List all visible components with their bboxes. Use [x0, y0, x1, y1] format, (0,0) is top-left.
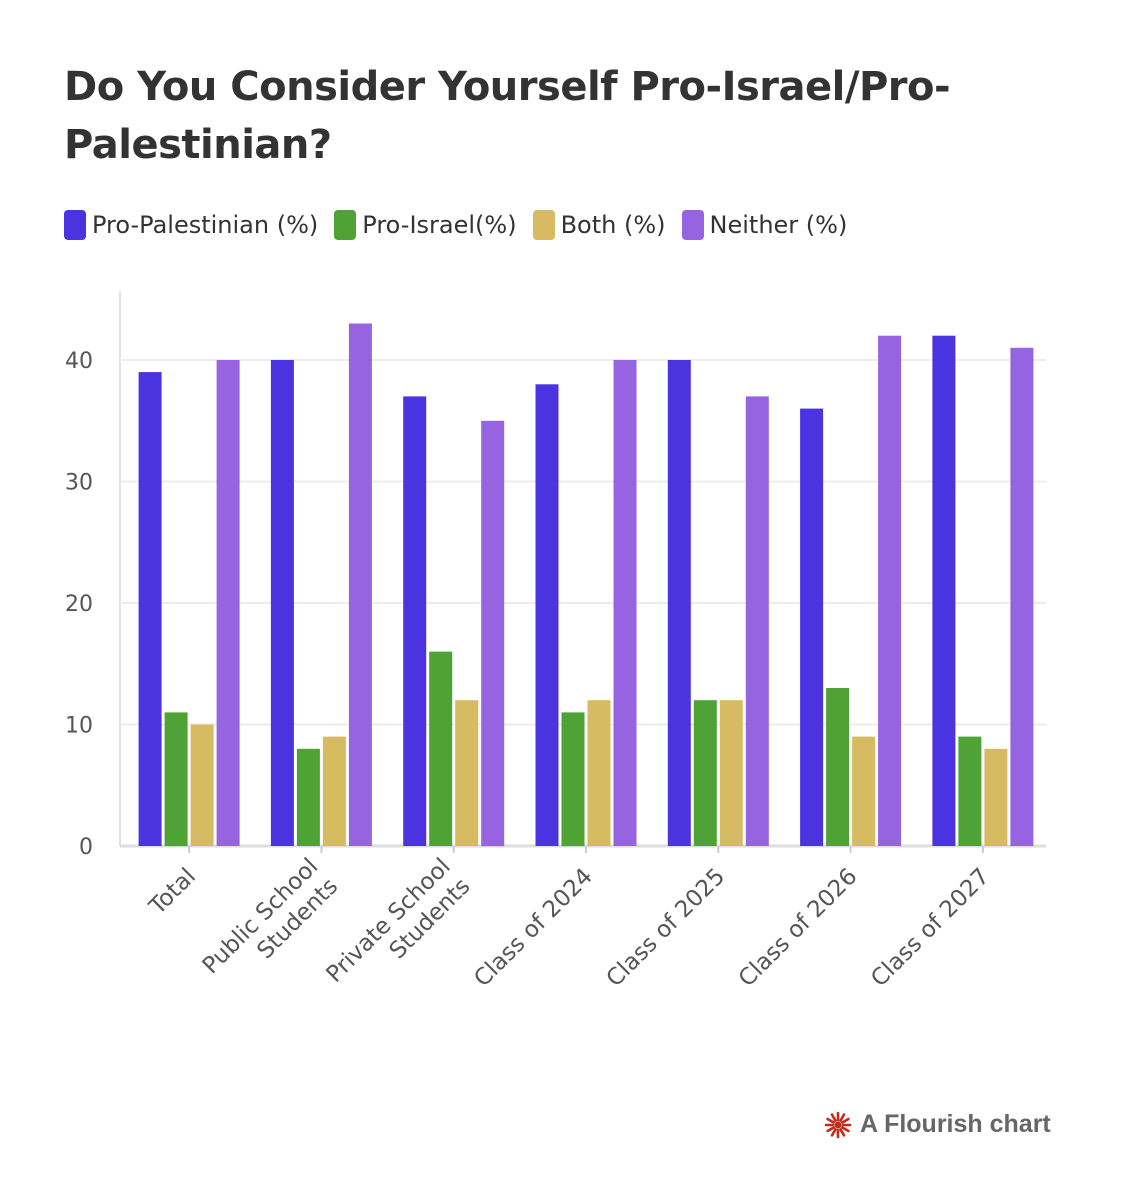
bar-3-2 [322, 736, 346, 846]
legend-label-neither: Neither (%) [709, 211, 848, 239]
legend-item-both[interactable]: Both (%) [532, 210, 666, 240]
flourish-logo-icon [824, 1111, 852, 1138]
legend-swatch-pro-israel [334, 210, 357, 240]
chart-title: Do You Consider Yourself Pro-Israel/Pro-… [64, 64, 951, 168]
x-tick-label-7: Class of 2027 [866, 864, 995, 993]
legend-swatch-pro-palestinian [64, 210, 86, 240]
legend-label-both: Both (%) [560, 211, 666, 239]
y-tick-label-20: 20 [65, 592, 93, 617]
bar-3-3 [455, 700, 479, 846]
y-tick-label-40: 40 [65, 349, 93, 374]
x-tick-label-3: Private SchoolStudents [321, 854, 475, 1008]
bar-4-2 [348, 323, 372, 846]
attribution-text: A Flourish chart [860, 1110, 1051, 1138]
bar-4-3 [481, 420, 505, 847]
bar-3-7 [984, 748, 1008, 846]
bar-2-7 [958, 736, 982, 846]
bar-4-4 [613, 360, 637, 846]
legend-item-pro-israel[interactable]: Pro-Israel(%) [334, 210, 517, 240]
bar-1-4 [535, 384, 559, 846]
legend-item-pro-palestinian[interactable]: Pro-Palestinian (%) [64, 210, 318, 240]
bar-3-4 [587, 700, 611, 846]
x-tick-label-1: Total [144, 864, 201, 921]
bar-3-1 [190, 724, 214, 846]
bar-2-1 [164, 712, 188, 847]
bar-3-6 [852, 736, 876, 846]
flourish-attribution[interactable]: A Flourish chart [824, 1110, 1051, 1139]
bar-1-1 [138, 372, 162, 846]
bar-1-6 [800, 408, 824, 846]
y-tick-label-30: 30 [65, 471, 93, 496]
bar-1-7 [932, 335, 956, 846]
bar-1-3 [403, 396, 427, 846]
bar-1-2 [270, 360, 294, 846]
x-tick-label-4: Class of 2024 [469, 864, 598, 993]
legend: Pro-Palestinian (%) Pro-Israel(%) Both (… [64, 210, 847, 240]
legend-label-pro-israel: Pro-Israel(%) [362, 211, 517, 239]
bar-2-6 [826, 688, 850, 846]
bar-3-5 [719, 700, 743, 846]
bar-2-4 [561, 712, 585, 847]
bar-2-5 [693, 700, 717, 846]
legend-swatch-neither [681, 210, 704, 240]
x-tick-label-5: Class of 2025 [602, 864, 731, 993]
bar-4-1 [216, 360, 240, 846]
bar-1-5 [667, 360, 691, 846]
x-tick-label-2: Public SchoolStudents [198, 854, 343, 999]
bar-4-5 [745, 396, 769, 846]
bar-4-6 [878, 335, 902, 846]
bar-2-2 [296, 748, 320, 846]
x-tick-label-6: Class of 2026 [734, 864, 863, 993]
bar-4-7 [1010, 347, 1034, 846]
bar-2-3 [429, 651, 453, 846]
legend-item-neither[interactable]: Neither (%) [681, 210, 848, 240]
y-tick-label-0: 0 [79, 835, 93, 860]
legend-swatch-both [532, 210, 555, 240]
legend-label-pro-palestinian: Pro-Palestinian (%) [92, 211, 319, 239]
y-tick-label-10: 10 [65, 714, 93, 739]
